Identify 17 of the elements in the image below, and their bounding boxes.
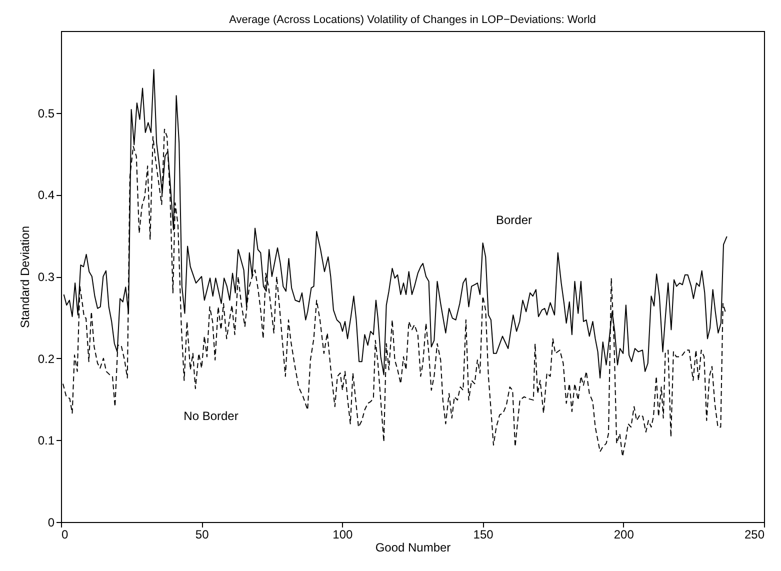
series-label: Border [496,213,532,227]
series-label: No Border [184,409,238,423]
y-tick-label: 0.3 [38,270,55,284]
x-tick-label: 200 [614,528,634,542]
x-tick-label: 100 [332,528,354,542]
y-tick-label: 0.1 [38,434,55,448]
x-tick-label: 0 [62,528,68,542]
x-tick-label: 50 [195,528,210,542]
y-tick-label: 0 [48,516,55,530]
y-tick-label: 0.5 [38,106,55,120]
x-tick-label: 150 [473,528,494,542]
x-tick-label: 250 [744,528,765,542]
y-tick-label: 0.2 [38,352,55,366]
x-axis-title: Good Number [375,540,451,554]
y-tick-label: 0.4 [38,188,55,202]
y-axis-title: Standard Deviation [18,226,32,328]
chart-title: Average (Across Locations) Volatility of Changes in LOP−Deviations: World [229,14,596,26]
